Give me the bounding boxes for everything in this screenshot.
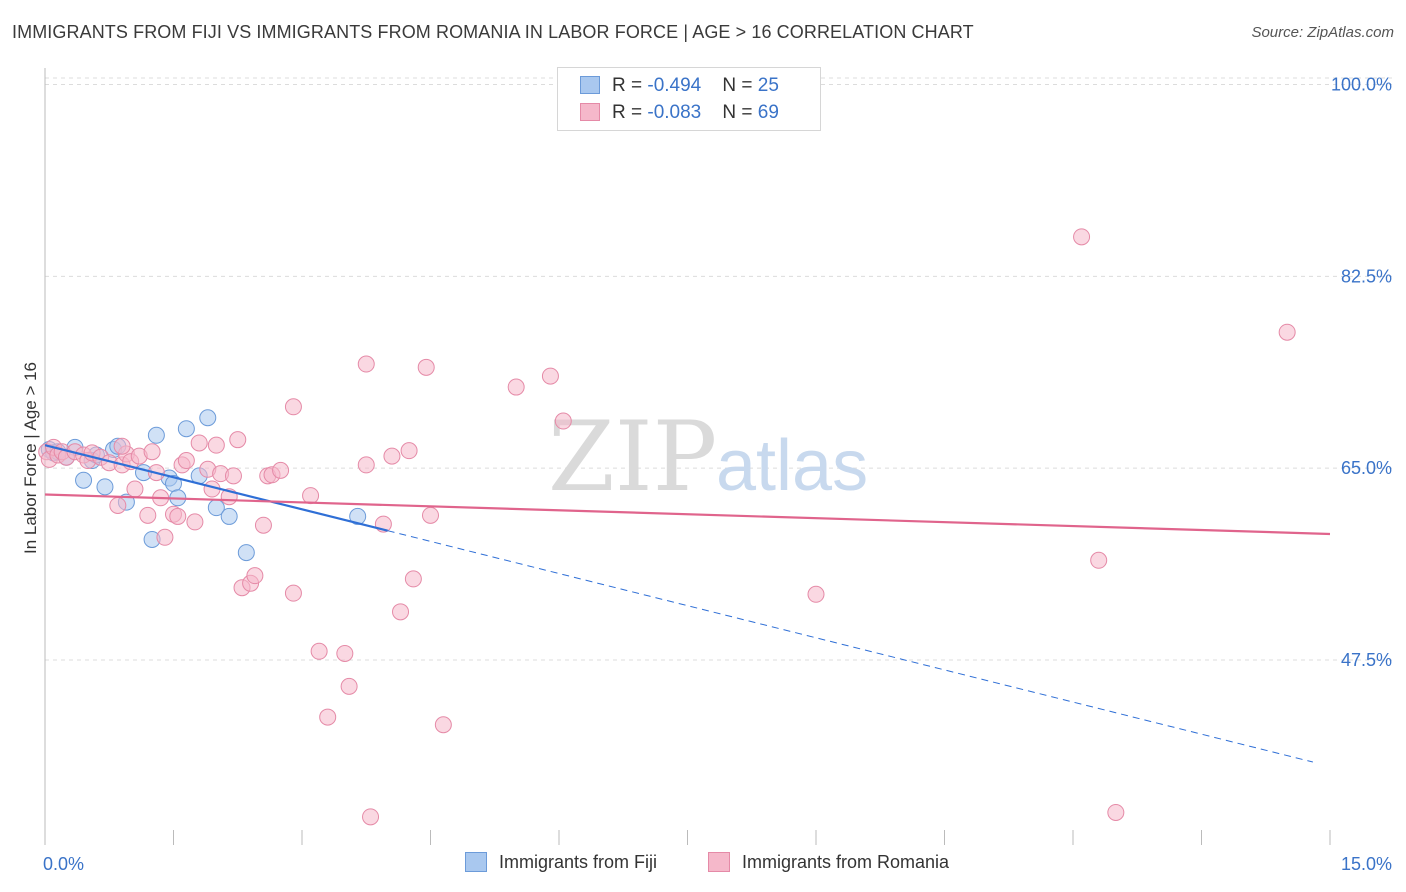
romania-point: [434, 716, 452, 734]
y-tick-labels: 100.0% 82.5% 65.0% 47.5%: [1331, 74, 1392, 670]
fiji-point: [75, 471, 93, 489]
legend-label-romania: Immigrants from Romania: [742, 852, 950, 872]
legend-item-fiji: Immigrants from Fiji: [465, 852, 657, 873]
romania-point: [302, 487, 320, 505]
romania-point: [340, 677, 358, 695]
watermark-zip: ZIP: [548, 401, 717, 513]
fiji-point: [177, 420, 195, 438]
romania-point: [1107, 803, 1125, 821]
romania-point: [807, 585, 825, 603]
fiji-point: [96, 478, 114, 496]
fiji-point: [349, 507, 367, 525]
legend-item-romania: Immigrants from Romania: [708, 852, 949, 873]
n-label: N =: [722, 102, 758, 123]
romania-point: [272, 461, 290, 479]
fiji-swatch: [580, 76, 600, 94]
romania-point: [1073, 228, 1091, 246]
stats-box: R = -0.494 N = 25 R = -0.083 N = 69: [557, 67, 821, 131]
romania-point: [541, 367, 559, 385]
stats-row-fiji: R = -0.494 N = 25: [580, 75, 779, 99]
legend-label-fiji: Immigrants from Fiji: [499, 852, 658, 872]
romania-point: [207, 436, 225, 454]
romania-point: [224, 467, 242, 485]
romania-point: [554, 412, 572, 430]
romania-point: [357, 355, 375, 373]
r-label: R =: [612, 75, 648, 96]
r-value-fiji: -0.494: [647, 75, 702, 96]
y-tick-label: 100.0%: [1331, 74, 1392, 94]
romania-point: [126, 480, 144, 498]
romania-point: [336, 644, 354, 662]
romania-point: [109, 496, 127, 514]
romania-point: [284, 584, 302, 602]
y-tick-label: 65.0%: [1341, 458, 1392, 478]
n-value-romania: 69: [757, 102, 779, 123]
chart-title: IMMIGRANTS FROM FIJI VS IMMIGRANTS FROM …: [12, 22, 974, 42]
watermark-atlas: atlas: [716, 426, 868, 506]
x-tick-label: 0.0%: [43, 854, 84, 874]
fiji-point: [199, 409, 217, 427]
romania-point: [422, 506, 439, 524]
romania-trend-line: [44, 493, 1331, 536]
watermark: ZIP atlas: [548, 401, 868, 513]
romania-point: [1278, 323, 1296, 341]
r-label: R =: [612, 102, 648, 123]
legend: Immigrants from Fiji Immigrants from Rom…: [0, 852, 1406, 878]
fiji-trend-extension: [387, 530, 1313, 763]
romania-point: [156, 528, 174, 546]
romania-point: [404, 570, 422, 588]
romania-point: [254, 516, 272, 534]
fiji-point: [147, 426, 165, 444]
romania-point: [507, 378, 525, 396]
trend-lines: [44, 444, 1331, 763]
romania-point: [1090, 551, 1108, 569]
legend-swatch-fiji: [465, 852, 487, 872]
romania-point: [310, 642, 328, 660]
n-label: N =: [722, 75, 758, 96]
x-tick-labels: 0.0% 15.0%: [43, 854, 1392, 874]
n-value-fiji: 25: [757, 75, 779, 96]
fiji-point: [237, 544, 255, 562]
romania-point: [190, 434, 208, 452]
x-tick-label: 15.0%: [1341, 854, 1392, 874]
y-tick-label: 82.5%: [1341, 266, 1392, 286]
romania-point: [400, 442, 418, 460]
romania-point: [392, 603, 410, 621]
fiji-point: [220, 507, 238, 525]
romania-point: [186, 513, 204, 531]
romania-swatch: [580, 103, 600, 121]
romania-point: [139, 506, 157, 524]
fiji-trend-line: [44, 444, 388, 532]
source-label: Source: ZipAtlas.com: [1251, 24, 1394, 41]
romania-point: [143, 443, 161, 461]
romania-point: [246, 567, 264, 585]
data-points: [38, 228, 1296, 826]
legend-swatch-romania: [708, 852, 730, 872]
romania-point: [319, 708, 337, 726]
romania-point: [169, 507, 187, 525]
r-value-romania: -0.083: [647, 102, 702, 123]
stats-row-romania: R = -0.083 N = 69: [580, 102, 779, 126]
y-tick-label: 47.5%: [1341, 650, 1392, 670]
romania-point: [284, 398, 302, 416]
y-axis-label: In Labor Force | Age > 16: [21, 362, 40, 554]
romania-point: [177, 452, 195, 470]
romania-point: [362, 808, 380, 826]
romania-point: [383, 447, 401, 465]
romania-point: [113, 437, 131, 455]
romania-point: [229, 431, 247, 449]
romania-point: [417, 358, 435, 376]
romania-point: [357, 456, 375, 474]
